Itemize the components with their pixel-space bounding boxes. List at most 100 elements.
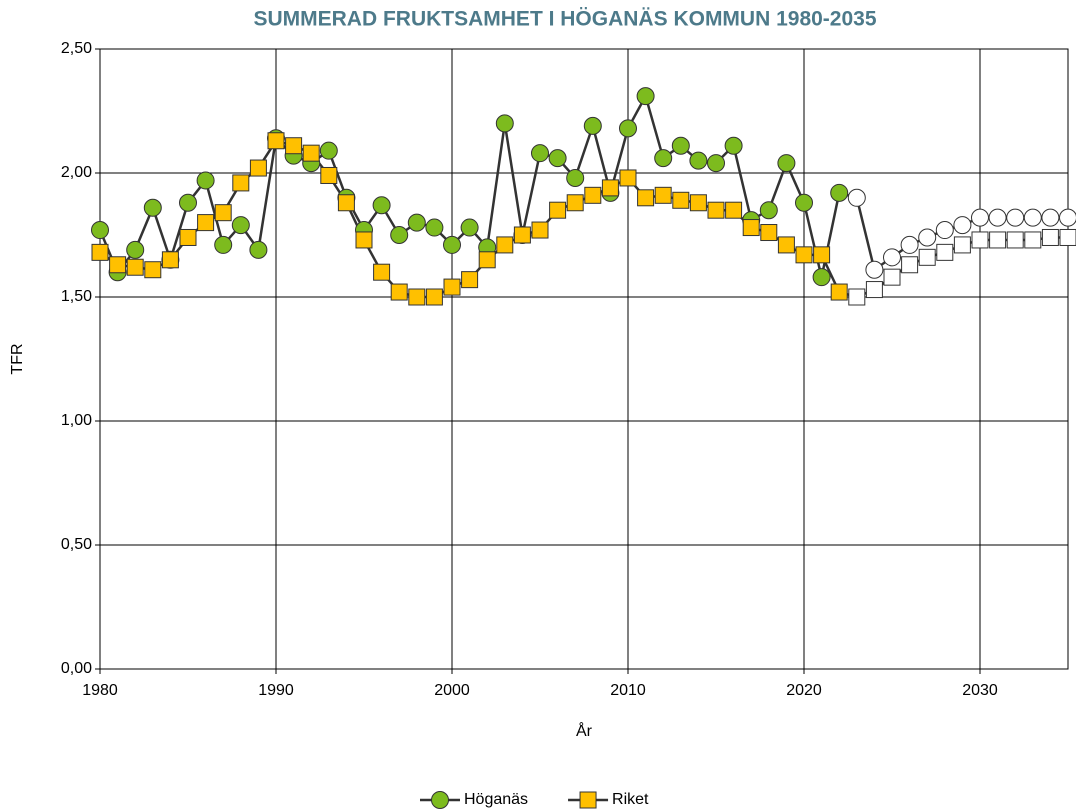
data-point: [901, 256, 919, 274]
data-point: [795, 246, 813, 264]
data-point: [496, 236, 514, 254]
data-point: [900, 235, 919, 254]
data-point: [989, 231, 1007, 249]
data-point: [584, 186, 602, 204]
data-point: [637, 189, 655, 207]
data-point: [742, 219, 760, 237]
data-point: [531, 144, 549, 163]
data-point: [566, 194, 584, 212]
data-point: [144, 261, 162, 279]
data-point: [1023, 208, 1042, 227]
data-point: [654, 149, 673, 168]
data-point: [302, 144, 320, 162]
data-point: [619, 119, 637, 138]
data-point: [513, 226, 531, 244]
data-point: [759, 201, 778, 220]
data-point: [830, 183, 849, 202]
data-point: [689, 194, 707, 212]
data-point: [531, 221, 549, 239]
data-point: [848, 288, 866, 306]
data-point: [232, 174, 250, 192]
data-point: [689, 151, 708, 170]
data-point: [1059, 228, 1076, 246]
x-tick-label: 2030: [962, 682, 998, 699]
data-point: [971, 208, 989, 227]
data-point: [1006, 231, 1024, 249]
data-point: [408, 288, 426, 306]
data-point: [337, 194, 355, 212]
data-point: [443, 278, 461, 296]
plot-border: [99, 48, 1069, 670]
x-tick-label: 1980: [82, 682, 118, 699]
data-point: [830, 283, 848, 301]
data-point: [619, 169, 637, 187]
data-point: [126, 258, 144, 276]
data-point: [672, 191, 690, 209]
data-point: [636, 87, 655, 106]
data-point: [372, 196, 391, 215]
data-point: [91, 243, 109, 261]
y-tick-label: 0,00: [61, 660, 92, 677]
data-point: [214, 204, 232, 222]
data-point: [725, 201, 743, 219]
data-point: [478, 251, 496, 269]
data-point: [1041, 208, 1060, 227]
data-point: [865, 260, 884, 279]
data-point: [267, 132, 285, 150]
data-point: [601, 179, 619, 197]
data-point: [918, 228, 937, 247]
legend-label: Höganäs: [464, 791, 528, 808]
data-point: [425, 288, 443, 306]
x-axis-label: År: [576, 721, 593, 740]
data-point: [654, 186, 672, 204]
data-point: [231, 216, 250, 235]
data-point: [777, 236, 795, 254]
data-point: [249, 240, 268, 259]
y-tick-label: 1,50: [61, 288, 92, 305]
data-point: [285, 137, 303, 155]
data-point: [795, 193, 813, 212]
y-tick-label: 0,50: [61, 536, 92, 553]
data-point: [1006, 208, 1025, 227]
x-tick-label: 1990: [258, 682, 294, 699]
data-point: [953, 216, 972, 235]
data-point: [179, 193, 197, 212]
data-point: [847, 188, 866, 207]
data-point: [425, 218, 444, 237]
data-point: [671, 136, 690, 155]
data-point: [407, 213, 426, 232]
data-point: [355, 231, 373, 249]
data-point: [319, 141, 338, 160]
y-tick-label: 2,00: [61, 164, 92, 181]
x-tick-label: 2020: [786, 682, 822, 699]
data-point: [1024, 231, 1042, 249]
legend-label: Riket: [612, 791, 649, 808]
data-point: [918, 248, 936, 266]
data-point: [443, 235, 461, 254]
data-point: [390, 226, 409, 244]
data-point: [548, 149, 567, 168]
data-point: [760, 224, 778, 242]
data-point: [583, 116, 602, 135]
x-tick-label: 2010: [610, 682, 646, 699]
data-point: [109, 256, 127, 274]
data-point: [566, 168, 585, 187]
x-tick-label: 2000: [434, 682, 470, 699]
data-point: [707, 201, 725, 219]
legend-marker: [579, 791, 597, 809]
data-point: [126, 240, 145, 259]
data-point: [971, 231, 989, 249]
data-point: [196, 171, 215, 190]
data-point: [865, 281, 883, 299]
data-point: [373, 263, 391, 281]
data-point: [813, 246, 831, 264]
data-point: [143, 198, 162, 217]
data-point: [460, 218, 479, 237]
data-point: [495, 114, 514, 133]
legend-marker: [431, 791, 449, 809]
data-point: [1041, 228, 1059, 246]
y-tick-label: 1,00: [61, 412, 92, 429]
data-point: [883, 268, 901, 286]
data-point: [179, 228, 197, 246]
